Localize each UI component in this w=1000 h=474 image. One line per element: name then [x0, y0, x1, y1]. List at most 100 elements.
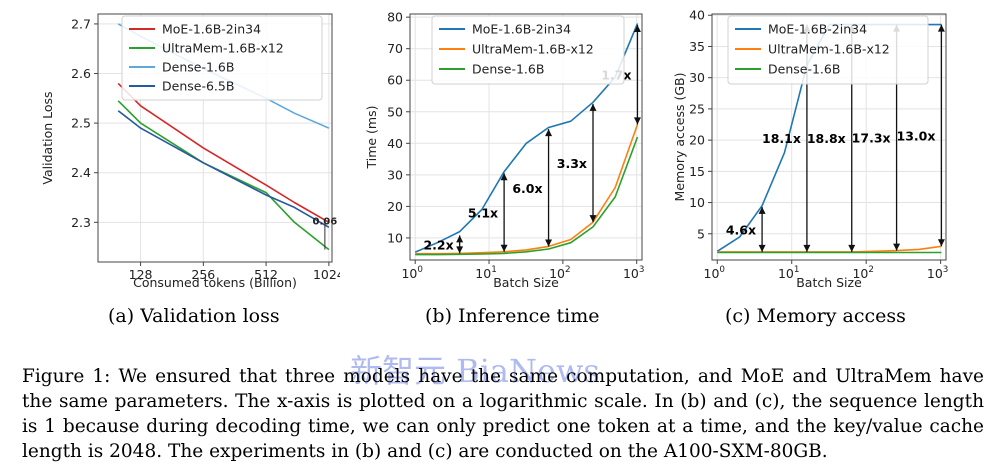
- legend-label: MoE-1.6B-2in34: [162, 22, 261, 37]
- ratio-arrow-head: [848, 244, 856, 252]
- ratio-arrow-head: [456, 235, 464, 243]
- legend-box: [121, 15, 323, 101]
- ratio-label: 3.3x: [557, 156, 587, 171]
- plot-area: 2.2x5.1x6.0x3.3x1.7x10203040506070801001…: [364, 10, 644, 290]
- ratio-arrow-head: [937, 24, 945, 32]
- ratio-arrow-head: [758, 206, 766, 214]
- ratio-arrow-head: [589, 103, 597, 111]
- y-tick-label: 30: [387, 167, 403, 182]
- y-tick-label: 40: [387, 136, 403, 151]
- x-tick-label: 103: [927, 265, 948, 281]
- x-tick-label: 101: [475, 265, 496, 281]
- ratio-label: 17.3x: [852, 131, 891, 146]
- x-tick-label: 100: [401, 265, 422, 281]
- memory-access-chart: 4.6x 18.1x 18.8x 17.3x 13.0x 5 10 15 20 25 30 35 40 1…: [672, 8, 948, 290]
- validation-loss-chart: 0.06 2.3 2.4 2.5 2.6 2.7 128 256 512 1024 Consumed…: [40, 13, 340, 290]
- y-axis-label: Memory access (GB): [672, 73, 687, 202]
- x-tick-label: 100: [704, 265, 725, 281]
- legend: MoE-1.6B-2in34 UltraMem-1.6B-x12 Dense-1.6…: [431, 15, 625, 85]
- y-tick-label: 2.4: [71, 165, 91, 180]
- ratio-label: 6.0x: [512, 181, 542, 196]
- legend: MoE-1.6B-2in34 UltraMem-1.6B-x12 Dense-1.6…: [727, 15, 929, 85]
- legend-box: [727, 15, 929, 85]
- legend-label: Dense-1.6B: [472, 62, 544, 77]
- y-tick-label: 50: [387, 104, 403, 119]
- y-tick-label: 35: [689, 39, 705, 54]
- y-tick-label: 70: [387, 41, 403, 56]
- legend-label: MoE-1.6B-2in34: [472, 22, 571, 37]
- legend-box: [431, 15, 625, 85]
- ratio-label: 18.8x: [807, 131, 846, 146]
- annotation-group: 0.06: [313, 217, 338, 250]
- y-tick-label: 30: [689, 70, 705, 85]
- x-tick-label: 256: [191, 267, 215, 282]
- series-line: [117, 110, 330, 228]
- plot-area: 0.06 2.3 2.4 2.5 2.6 2.7 128 256 512 1024 Consumed…: [40, 13, 340, 290]
- x-tick-label: 102: [852, 265, 873, 281]
- ratio-label: 2.2x: [423, 237, 453, 252]
- ratio-arrow-head: [893, 243, 901, 251]
- ratio-label: 13.0x: [897, 128, 936, 143]
- ratio-arrow-head: [589, 215, 597, 223]
- x-tick-label: 128: [129, 267, 153, 282]
- y-tick-label: 80: [387, 10, 403, 25]
- subcaption-memory-access: (c) Memory access: [725, 305, 906, 327]
- y-tick-label: 2.7: [71, 16, 91, 31]
- y-tick-label: 20: [387, 199, 403, 214]
- ratio-label: 4.6x: [726, 222, 756, 237]
- ratio-arrow-head: [633, 117, 641, 125]
- inference-time-chart: 2.2x5.1x6.0x3.3x1.7x10203040506070801001…: [364, 10, 644, 290]
- subcaption-validation-loss: (a) Validation loss: [108, 305, 280, 327]
- figure-caption: Figure 1: We ensured that three models h…: [22, 366, 984, 462]
- ratio-arrow-head: [545, 129, 553, 137]
- series-line: [117, 82, 330, 223]
- y-axis-label: Time (ms): [364, 105, 379, 169]
- series-line: [415, 136, 639, 256]
- ratio-arrow-head: [803, 244, 811, 252]
- legend: MoE-1.6B-2in34 UltraMem-1.6B-x12 Dense-1.6…: [121, 15, 323, 101]
- ratio-arrow-head: [633, 25, 641, 33]
- legend-label: UltraMem-1.6B-x12: [768, 42, 890, 57]
- subcaption-inference-time: (b) Inference time: [425, 305, 600, 327]
- y-tick-label: 10: [689, 195, 705, 210]
- plot-frame: [711, 13, 947, 261]
- ratio-arrow-head: [937, 239, 945, 247]
- y-tick-label: 20: [689, 133, 705, 148]
- loss-gap-label: 0.06: [313, 217, 338, 228]
- y-axis-label: Validation Loss: [40, 91, 55, 184]
- y-tick-label: 5: [697, 226, 705, 241]
- y-tick-label: 2.6: [71, 66, 91, 81]
- plot-frame: [409, 13, 643, 261]
- y-tick-label: 2.3: [71, 215, 91, 230]
- legend-label: Dense-6.5B: [162, 79, 234, 94]
- x-tick-label: 512: [254, 267, 278, 282]
- ratio-arrow-head: [758, 244, 766, 252]
- x-tick-label: 101: [778, 265, 799, 281]
- ratio-label: 18.1x: [762, 131, 801, 146]
- x-tick-label: 103: [623, 265, 644, 281]
- ratio-arrow-head: [500, 244, 508, 252]
- x-axis-label: Batch Size: [493, 275, 559, 290]
- series-line: [415, 124, 639, 255]
- legend-label: UltraMem-1.6B-x12: [162, 41, 284, 56]
- plot-area: 4.6x 18.1x 18.8x 17.3x 13.0x 5 10 15 20 25 30 35 40 1…: [672, 8, 948, 290]
- y-tick-label: 15: [689, 164, 705, 179]
- ratio-arrow-head: [456, 246, 464, 254]
- series-line: [414, 23, 639, 253]
- legend-label: MoE-1.6B-2in34: [768, 22, 867, 37]
- y-tick-label: 2.5: [71, 116, 91, 131]
- y-tick-label: 40: [689, 8, 705, 23]
- legend-label: Dense-1.6B: [768, 62, 840, 77]
- legend-label: UltraMem-1.6B-x12: [472, 42, 594, 57]
- series-line: [117, 100, 330, 251]
- ratio-arrow-head: [545, 239, 553, 247]
- annotation-group: 2.2x5.1x6.0x3.3x1.7x: [423, 25, 641, 254]
- x-tick-label: 102: [549, 265, 570, 281]
- ratio-arrow-head: [500, 173, 508, 181]
- ratio-label: 5.1x: [468, 206, 498, 221]
- x-tick-label: 1024: [313, 267, 340, 282]
- y-tick-label: 60: [387, 73, 403, 88]
- x-axis-label: Consumed tokens (Billion): [133, 275, 297, 290]
- y-tick-label: 10: [387, 230, 403, 245]
- x-axis-label: Batch Size: [796, 275, 862, 290]
